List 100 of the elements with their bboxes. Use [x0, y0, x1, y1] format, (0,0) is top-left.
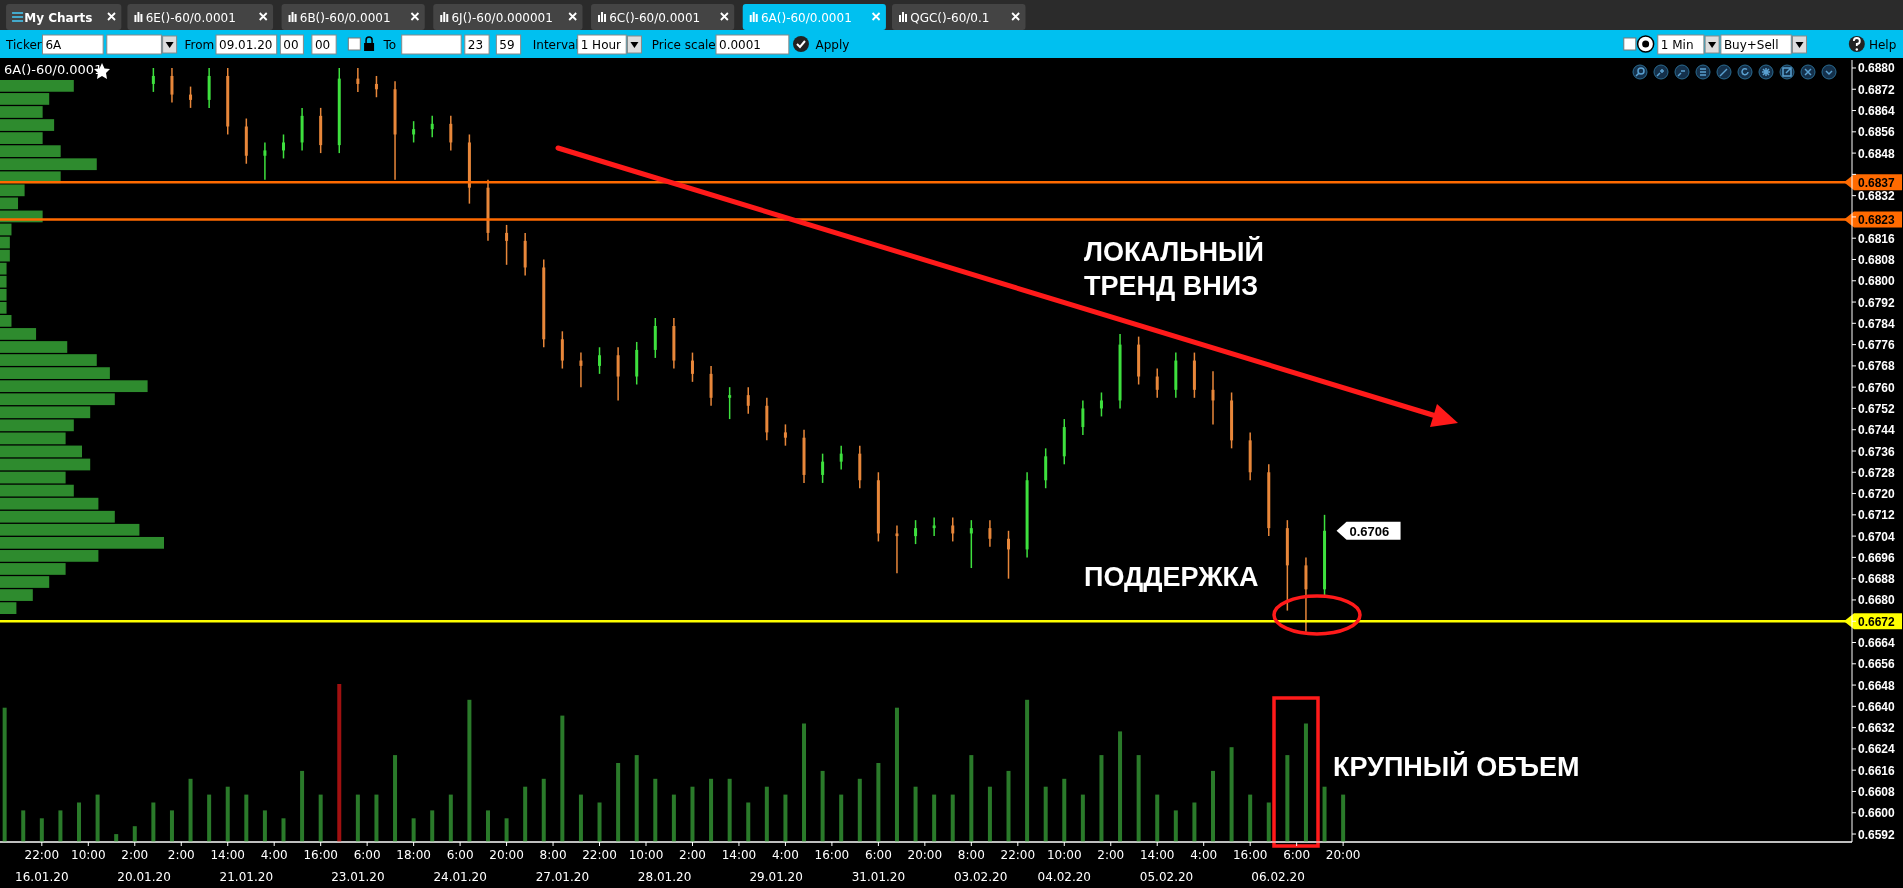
bar — [411, 818, 416, 842]
y-tick-label: 0.6608 — [1858, 784, 1896, 799]
candlestick — [1211, 370, 1215, 426]
y-tick-label: 0.6744 — [1858, 423, 1896, 438]
bar — [1118, 731, 1123, 842]
text: 6E()-60/0.0001 — [145, 11, 236, 25]
text: 00 — [283, 38, 299, 52]
bar — [77, 802, 82, 842]
x-tick-label: 2:00 — [167, 848, 195, 862]
x-tick-label: 4:00 — [1190, 848, 1218, 862]
candlestick — [951, 516, 955, 543]
bar — [634, 755, 639, 842]
text: 6A — [45, 38, 63, 52]
candlestick — [374, 75, 378, 98]
bar — [746, 802, 751, 842]
x-tick-label: 03.02.20 — [953, 870, 1008, 884]
y-tick-label: 0.6688 — [1858, 572, 1896, 587]
bar — [0, 484, 74, 497]
x-tick-label: 27.01.20 — [535, 870, 590, 884]
candlestick — [783, 423, 787, 447]
x-tick-label: 04.02.20 — [1037, 870, 1091, 884]
bar — [987, 786, 992, 842]
candlestick — [356, 67, 360, 93]
bar — [913, 786, 918, 842]
bar — [300, 770, 305, 842]
x-tick-label: 06.02.20 — [1251, 870, 1305, 884]
y-tick-label: 0.6712 — [1858, 508, 1896, 523]
candlestick — [282, 133, 285, 160]
x-tick-label: 14:00 — [721, 848, 757, 862]
bar — [597, 802, 602, 842]
candlestick — [653, 317, 657, 359]
bar — [0, 197, 19, 210]
bar — [1062, 778, 1067, 842]
bar — [467, 699, 472, 842]
x-tick-label: 21.01.20 — [219, 870, 274, 884]
bar — [0, 432, 66, 445]
bar — [1248, 794, 1253, 842]
bar — [430, 810, 435, 842]
bar — [132, 826, 137, 842]
candlestick — [170, 67, 174, 104]
bar — [188, 778, 193, 842]
bar — [1099, 755, 1104, 842]
y-tick-label: 0.6784 — [1858, 316, 1896, 331]
bar — [448, 794, 453, 842]
bar — [0, 236, 10, 249]
bar — [541, 778, 546, 842]
bar — [932, 794, 937, 842]
candlestick — [728, 386, 732, 420]
text: 59 — [499, 38, 515, 52]
bar — [1080, 794, 1085, 842]
text: QGC()-60/0.1 — [910, 11, 990, 25]
y-tick-label: 0.6768 — [1858, 359, 1896, 374]
x-tick-label: 6:00 — [353, 848, 381, 862]
bar — [969, 755, 974, 842]
x-tick-label: 05.02.20 — [1139, 870, 1194, 884]
bar — [1192, 802, 1197, 842]
candlestick — [1099, 391, 1103, 418]
y-tick-label: 0.6832 — [1858, 189, 1896, 204]
candlestick — [430, 115, 434, 138]
bar — [671, 794, 676, 842]
y-tick-label: 0.6856 — [1858, 125, 1896, 140]
text: Buy+Sell — [1723, 38, 1779, 52]
candlestick — [839, 444, 843, 471]
x-tick-label: 2:00 — [1097, 848, 1125, 862]
bar — [281, 818, 286, 842]
bar — [0, 471, 66, 484]
candlestick — [449, 115, 453, 152]
y-tick-label: 0.6808 — [1858, 252, 1896, 267]
bar — [950, 794, 955, 842]
y-tick-label: 0.6704 — [1858, 529, 1896, 544]
bar — [820, 770, 825, 842]
candlestick — [1304, 556, 1308, 633]
text: 1 Min — [1660, 38, 1694, 52]
x-tick-label: 8:00 — [957, 848, 985, 862]
candlestick — [598, 346, 602, 375]
bar — [0, 458, 91, 471]
y-tick-label: 0.6640 — [1858, 699, 1896, 714]
candlestick — [746, 386, 750, 415]
x-tick-label: 6:00 — [446, 848, 474, 862]
text: Apply — [815, 38, 850, 52]
candlestick — [616, 346, 620, 402]
x-tick-label: 4:00 — [771, 848, 799, 862]
y-tick-label: 0.6720 — [1858, 487, 1896, 502]
bar — [1173, 810, 1178, 842]
ref-line-label: 0.6672 — [1858, 614, 1896, 629]
candlestick — [189, 85, 193, 109]
bar — [1303, 723, 1308, 842]
bar — [1229, 747, 1234, 842]
text: Help — [1868, 38, 1897, 52]
bar — [244, 794, 249, 842]
text: My Charts — [24, 11, 93, 25]
bar — [95, 794, 100, 842]
x-tick-label: 8:00 — [539, 848, 567, 862]
annotation: ЛОКАЛЬНЫЙ ТРЕНД ВНИЗ — [1084, 236, 1264, 301]
text: Interval — [532, 38, 579, 52]
bar — [1006, 770, 1011, 842]
candlestick — [988, 519, 992, 548]
y-tick-label: 0.6664 — [1858, 636, 1896, 651]
x-tick-label: 28.01.20 — [637, 870, 692, 884]
bar — [1341, 794, 1346, 842]
